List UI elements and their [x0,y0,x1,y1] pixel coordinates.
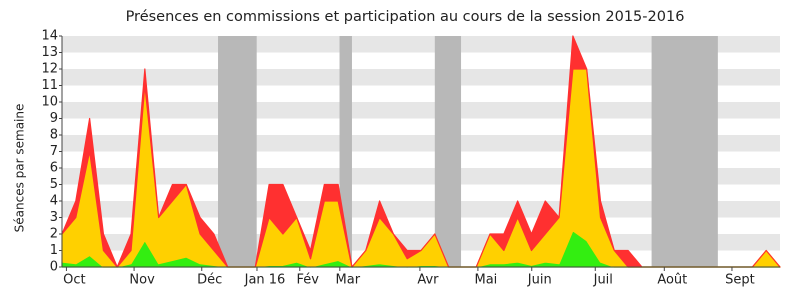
y-tick-label: 2 [50,227,58,242]
chart-title: Présences en commissions et participatio… [126,9,685,25]
y-tick-label: 10 [41,95,58,110]
y-tick-label: 5 [50,177,58,192]
x-tick-label: Nov [129,273,155,288]
x-tick-label: Jan 16 [244,273,286,288]
y-tick-label: 1 [50,243,58,258]
vacation-band [218,36,257,267]
y-tick-label: 11 [41,78,58,93]
x-tick-label: Mai [474,273,497,288]
y-tick-label: 7 [50,144,58,159]
y-tick-label: 4 [50,194,58,209]
vacation-band [434,36,462,267]
x-tick-label: Mar [336,273,361,288]
x-tick-label: Fév [297,273,320,288]
y-tick-label: 8 [50,128,58,143]
x-tick-label: Sept [725,273,755,288]
x-tick-label: Août [657,273,687,288]
y-tick-label: 6 [50,161,58,176]
y-tick-label: 14 [41,29,58,44]
x-tick-label: Juin [527,273,552,288]
y-tick-label: 0 [50,260,58,275]
y-tick-label: 13 [41,45,58,60]
x-tick-label: Juil [593,273,613,288]
vacation-band [651,36,718,267]
x-tick-label: Oct [63,273,85,288]
y-axis-label: Séances par semaine [13,104,27,233]
y-tick-label: 3 [50,210,58,225]
x-tick-label: Déc [197,273,222,288]
x-tick-label: Avr [417,273,439,288]
y-tick-label: 12 [41,62,58,77]
y-tick-label: 9 [50,111,58,126]
